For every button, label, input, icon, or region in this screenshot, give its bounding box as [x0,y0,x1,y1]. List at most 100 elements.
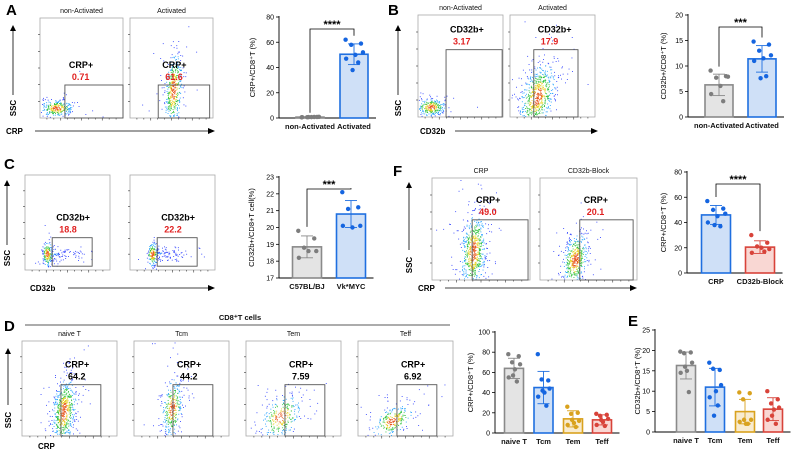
event-dot [570,233,572,235]
event-dot [423,111,425,113]
gate-rect[interactable] [156,237,198,267]
gate-rect[interactable] [396,384,438,437]
event-dot [176,108,178,110]
gate-rect[interactable] [157,84,211,119]
event-dot [383,427,385,429]
event-dot [175,254,176,256]
event-dot [485,223,487,225]
event-dot [62,99,64,101]
event-dot [436,101,438,103]
event-dot [472,256,474,258]
flow-plot: CD32b+22.2 [128,174,216,273]
event-dot [392,419,393,421]
event-dot [268,403,270,405]
event-dot [75,399,77,401]
gate-rect[interactable] [445,49,503,118]
event-dot [428,110,430,111]
event-dot [540,88,542,90]
event-dot [56,425,58,427]
event-dot [280,412,282,414]
event-dot [175,390,176,392]
event-dot [180,86,182,88]
event-dot [481,234,483,235]
gate-rect[interactable] [471,219,529,281]
gate-rect[interactable] [284,384,326,437]
event-dot [64,403,65,405]
event-dot [463,241,465,243]
event-dot [60,108,61,110]
event-dot [533,89,535,90]
event-dot [54,423,56,424]
gate-rect[interactable] [64,84,124,119]
event-dot [58,104,59,106]
event-dot [169,381,171,383]
event-dot [532,94,534,96]
event-dot [70,108,72,110]
significance-stars: **** [323,19,341,31]
event-dot [386,421,388,423]
event-dot [173,78,175,80]
event-dot [572,245,574,247]
event-dot [53,248,55,250]
gate-rect[interactable] [60,384,102,437]
x-axis-label: CRP [38,442,56,451]
event-dot [536,94,538,95]
gate-rect[interactable] [51,237,93,267]
event-dot [167,259,169,261]
event-dot [547,76,549,78]
event-dot [532,107,534,109]
event-dot [566,244,568,245]
event-dot [64,407,66,409]
event-dot [173,410,174,412]
event-dot [58,412,59,413]
event-dot [547,107,548,109]
event-dot [427,109,429,111]
event-dot [179,409,181,411]
event-dot [177,247,179,249]
event-dot [386,416,388,418]
event-dot [44,225,46,226]
gate-value: 17.9 [541,37,559,47]
event-dot [403,414,405,416]
event-dot [520,110,521,112]
event-dot [290,421,292,423]
event-dot [164,90,166,92]
event-dot [478,252,480,254]
event-dot [177,70,179,72]
data-point [312,114,317,120]
gate-rect[interactable] [579,219,634,281]
event-dot [439,101,441,102]
event-dot [43,97,44,99]
event-dot [467,239,469,241]
event-dot [528,90,530,92]
event-dot [426,104,428,106]
event-dot [157,252,159,254]
event-dot [47,258,49,260]
event-dot [162,425,164,427]
event-dot [177,385,179,387]
data-point [721,206,726,211]
event-dot [61,415,63,417]
event-dot [63,429,65,431]
event-dot [66,419,67,421]
event-dot [539,99,541,100]
event-dot [493,210,495,212]
event-dot [174,428,176,430]
event-dot [173,82,175,83]
event-dot [55,404,57,405]
gate-rect[interactable] [533,49,579,118]
event-dot [153,265,155,267]
gate-rect[interactable] [172,384,214,437]
event-dot [153,251,155,253]
event-dot [167,393,169,395]
event-dot [174,246,176,248]
event-dot [43,103,45,105]
event-dot [545,85,547,87]
event-dot [495,263,496,265]
event-dot [516,86,517,88]
event-dot [476,232,478,233]
event-dot [196,51,198,53]
event-dot [511,97,513,99]
event-dot [590,229,592,231]
event-dot [536,86,538,88]
